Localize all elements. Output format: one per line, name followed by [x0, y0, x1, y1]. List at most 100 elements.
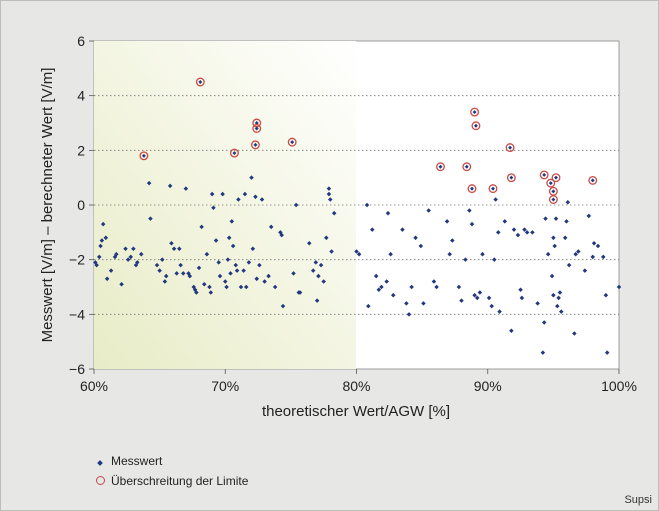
limit-exceeded-point: [546, 178, 556, 188]
messwert-point: [216, 260, 221, 265]
messwert-point: [469, 221, 475, 227]
messwert-point: [96, 254, 102, 260]
messwert-point: [291, 271, 296, 276]
messwert-point: [519, 295, 525, 301]
messwert-point: [467, 208, 472, 213]
limit-exceeded-point-center: [548, 181, 553, 186]
limit-exceeded-point-center: [254, 121, 259, 125]
messwert-point: [535, 301, 540, 306]
messwert-point: [100, 221, 106, 227]
limit-exceeded-point-center: [590, 178, 595, 183]
messwert-point: [104, 276, 110, 282]
legend-label: Messwert: [111, 454, 163, 468]
messwert-point: [228, 271, 233, 276]
messwert-point: [566, 262, 572, 268]
messwert-point: [456, 284, 462, 290]
limit-exceeded-point: [252, 124, 262, 133]
messwert-point: [474, 295, 480, 301]
messwert-point: [603, 292, 609, 298]
messwert-point: [434, 284, 439, 290]
y-tick-label: 0: [77, 197, 85, 213]
x-tick-label: 90%: [474, 378, 502, 394]
messwert-point: [549, 273, 555, 279]
y-tick-label: 4: [77, 88, 85, 104]
limit-exceeded-point: [506, 173, 516, 183]
x-axis-title: theoretischer Wert/AGW [%]: [262, 403, 450, 420]
limit-exceeded-point: [436, 162, 445, 172]
y-tick-label: −2: [69, 252, 85, 268]
messwert-point: [495, 230, 501, 235]
limit-exceeded-point-center: [141, 153, 146, 158]
messwert-point: [555, 303, 560, 309]
messwert-point: [321, 279, 326, 284]
messwert-point: [431, 279, 437, 284]
limit-exceeded-point: [539, 170, 549, 180]
messwert-point: [201, 282, 207, 287]
limit-exceeded-point-center: [551, 189, 556, 194]
legend-item-messwert: Messwert: [93, 451, 248, 471]
x-tick-label: 70%: [211, 378, 239, 394]
highlight-region: [94, 41, 356, 369]
messwert-point: [234, 268, 240, 273]
messwert-point: [444, 219, 450, 224]
messwert-point: [123, 246, 128, 251]
messwert-point: [426, 208, 431, 213]
limit-exceeded-point: [551, 173, 561, 183]
legend: Messwert Überschreitung der Limite: [93, 451, 248, 491]
messwert-point: [224, 284, 229, 290]
messwert-point: [558, 309, 564, 314]
messwert-point: [313, 260, 319, 265]
messwert-point: [472, 292, 477, 298]
messwert-point: [217, 273, 223, 279]
limit-exceeded-point-center: [491, 186, 495, 191]
messwert-point: [159, 257, 165, 262]
limit-exceeded-point: [488, 184, 498, 194]
messwert-point: [492, 257, 497, 262]
y-axis-title: Messwert [V/m] – berechneter Wert [V/m]: [39, 68, 56, 343]
limit-exceeded-point: [505, 143, 515, 153]
limit-exceeded-point: [467, 184, 477, 194]
messwert-point: [390, 292, 396, 298]
limit-exceeded-point: [588, 175, 598, 185]
messwert-point: [354, 249, 359, 254]
x-tick-label: 80%: [342, 378, 370, 394]
circle-marker-icon: [93, 474, 107, 488]
messwert-point: [207, 284, 212, 290]
messwert-point: [373, 273, 379, 279]
messwert-point: [187, 273, 193, 279]
limit-exceeded-point: [462, 162, 472, 172]
messwert-point: [551, 292, 556, 298]
y-tick-label: 6: [77, 33, 85, 49]
x-tick-label: 60%: [80, 378, 108, 394]
limit-exceeded-point: [195, 77, 205, 87]
messwert-point: [489, 303, 494, 309]
messwert-point: [557, 290, 563, 295]
messwert-point: [272, 284, 278, 290]
messwert-point: [243, 284, 249, 290]
messwert-point: [511, 227, 517, 232]
messwert-point: [556, 295, 561, 301]
legend-label: Überschreitung der Limite: [111, 474, 249, 488]
messwert-point: [376, 287, 382, 292]
messwert-point: [480, 251, 485, 257]
messwert-point: [297, 290, 303, 295]
messwert-point: [238, 284, 244, 290]
messwert-point: [404, 301, 409, 306]
messwert-point: [318, 262, 324, 268]
messwert-point: [331, 210, 337, 216]
scatter-plot: 6 4 2 0 −2 −4 −660% 70% 80% 90% 100% theoretischer…: [39, 33, 637, 420]
messwert-point: [180, 271, 186, 276]
messwert-point: [447, 251, 452, 257]
messwert-point: [254, 276, 260, 282]
limit-exceeded-point-center: [254, 126, 259, 131]
limit-exceeded-point: [250, 140, 260, 150]
messwert-point: [135, 260, 140, 265]
messwert-point: [208, 290, 214, 295]
messwert-point: [103, 235, 109, 241]
messwert-point: [518, 287, 523, 292]
messwert-point: [379, 284, 384, 290]
messwert-point: [246, 260, 252, 265]
legend-item-limit-exceeded: Überschreitung der Limite: [93, 471, 248, 491]
messwert-point: [266, 273, 271, 279]
